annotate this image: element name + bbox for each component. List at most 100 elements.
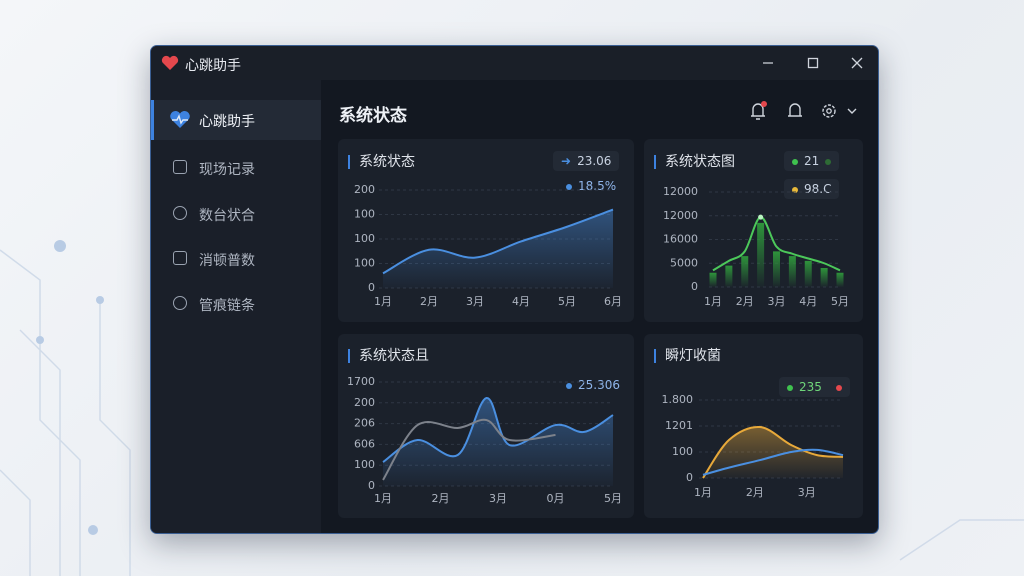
y-tick-label: 200 xyxy=(354,183,375,196)
nav-item[interactable]: 消顿普数 xyxy=(151,239,321,279)
y-tick-label: 606 xyxy=(354,437,375,450)
line xyxy=(382,418,556,481)
line xyxy=(702,448,844,476)
y-tick-label: 1700 xyxy=(347,375,375,388)
header-actions xyxy=(751,101,857,120)
y-tick-label: 16000 xyxy=(663,233,698,246)
y-tick-label: 0 xyxy=(691,280,698,293)
badge: 21 xyxy=(784,151,840,171)
y-tick-label: 0 xyxy=(686,471,693,484)
nav-icon xyxy=(173,296,187,310)
x-tick-label: 0月 xyxy=(547,492,565,505)
badge-value: 23.06 xyxy=(577,154,612,168)
x-tick-label: 4月 xyxy=(512,295,530,308)
x-tick-label: 5月 xyxy=(831,295,849,308)
x-tick-label: 1月 xyxy=(704,295,722,308)
maximize-button[interactable] xyxy=(804,54,822,72)
bar xyxy=(788,256,796,287)
y-tick-label: 0 xyxy=(368,281,375,294)
nav-item[interactable]: 管痕链条 xyxy=(151,284,321,324)
x-tick-label: 2月 xyxy=(736,295,754,308)
x-tick-label: 5月 xyxy=(604,492,622,505)
y-tick-label: 206 xyxy=(354,417,375,430)
nav-icon xyxy=(173,160,187,174)
x-tick-label: 1月 xyxy=(374,295,392,308)
nav-item[interactable]: 数台状合 xyxy=(151,194,321,234)
dropdown-button[interactable] xyxy=(847,108,857,114)
legend-note: 18.5% xyxy=(566,179,616,193)
bar xyxy=(836,272,844,287)
line xyxy=(382,397,614,463)
nav-label: 数台状合 xyxy=(199,208,255,224)
nav-label: 消顿普数 xyxy=(199,253,255,269)
window-title: 心跳助手 xyxy=(185,58,241,74)
badge: ➜ 23.06 xyxy=(553,151,620,171)
x-tick-label: 6月 xyxy=(604,295,622,308)
nav-item[interactable]: 心跳助手 xyxy=(151,100,321,140)
peak-point xyxy=(758,214,764,220)
card-title: 系统状态且 xyxy=(348,349,429,363)
nav-label: 现场记录 xyxy=(199,162,255,178)
page-title: 系统状态 xyxy=(339,106,407,126)
badge: 235 xyxy=(779,377,850,397)
x-tick-label: 2月 xyxy=(746,486,764,499)
nav-icon xyxy=(170,110,190,128)
bar xyxy=(741,256,749,287)
x-tick-label: 3月 xyxy=(768,295,786,308)
bar xyxy=(725,265,733,287)
area xyxy=(383,397,613,486)
x-tick-label: 3月 xyxy=(466,295,484,308)
x-tick-label: 1月 xyxy=(694,486,712,499)
x-tick-label: 4月 xyxy=(799,295,817,308)
y-tick-label: 100 xyxy=(354,257,375,270)
nav-icon xyxy=(173,251,187,265)
line xyxy=(712,216,841,272)
nav-label: 心跳助手 xyxy=(199,114,255,130)
card-title: 系统状态图 xyxy=(654,155,735,169)
x-tick-label: 2月 xyxy=(432,492,450,505)
settings-button[interactable] xyxy=(822,104,836,118)
nav-icon xyxy=(173,206,187,220)
y-tick-label: 100 xyxy=(354,232,375,245)
badge-value: 235 xyxy=(799,380,822,394)
note-value: 18.5% xyxy=(578,179,617,193)
y-tick-label: 100 xyxy=(672,445,693,458)
x-tick-label: 5月 xyxy=(558,295,576,308)
y-tick-label: 0 xyxy=(368,479,375,492)
y-tick-label: 1201 xyxy=(665,419,693,432)
bar xyxy=(709,272,717,287)
area xyxy=(383,209,613,288)
x-tick-label: 3月 xyxy=(489,492,507,505)
badge-value: 21 xyxy=(804,154,820,168)
bar xyxy=(820,268,828,287)
y-tick-label: 100 xyxy=(354,458,375,471)
y-tick-label: 12000 xyxy=(663,185,698,198)
y-tick-label: 5000 xyxy=(670,256,698,269)
nav-label: 管痕链条 xyxy=(199,298,255,314)
y-tick-label: 200 xyxy=(354,396,375,409)
card-title: 系统状态 xyxy=(348,155,415,169)
x-tick-label: 2月 xyxy=(420,295,438,308)
close-button[interactable] xyxy=(848,54,866,72)
y-tick-label: 100 xyxy=(354,208,375,221)
card-title: 瞬灯收菌 xyxy=(654,349,721,363)
bar xyxy=(804,260,812,287)
line xyxy=(702,426,844,479)
sidebar: 心跳助手 现场记录 数台状合 消顿普数 管痕链条 xyxy=(151,80,321,533)
nav-item[interactable]: 现场记录 xyxy=(151,148,321,188)
bar xyxy=(773,251,780,287)
app-icon xyxy=(161,55,179,70)
title-bar: 心跳助手 xyxy=(151,46,878,80)
y-tick-label: 1.800 xyxy=(662,393,694,406)
x-tick-label: 3月 xyxy=(798,486,816,499)
line xyxy=(382,208,614,275)
notification-button[interactable] xyxy=(751,101,767,120)
alert-button[interactable] xyxy=(788,103,802,117)
y-tick-label: 12000 xyxy=(663,209,698,222)
minimize-button[interactable] xyxy=(759,54,777,72)
bar xyxy=(757,222,765,287)
x-tick-label: 1月 xyxy=(374,492,392,505)
